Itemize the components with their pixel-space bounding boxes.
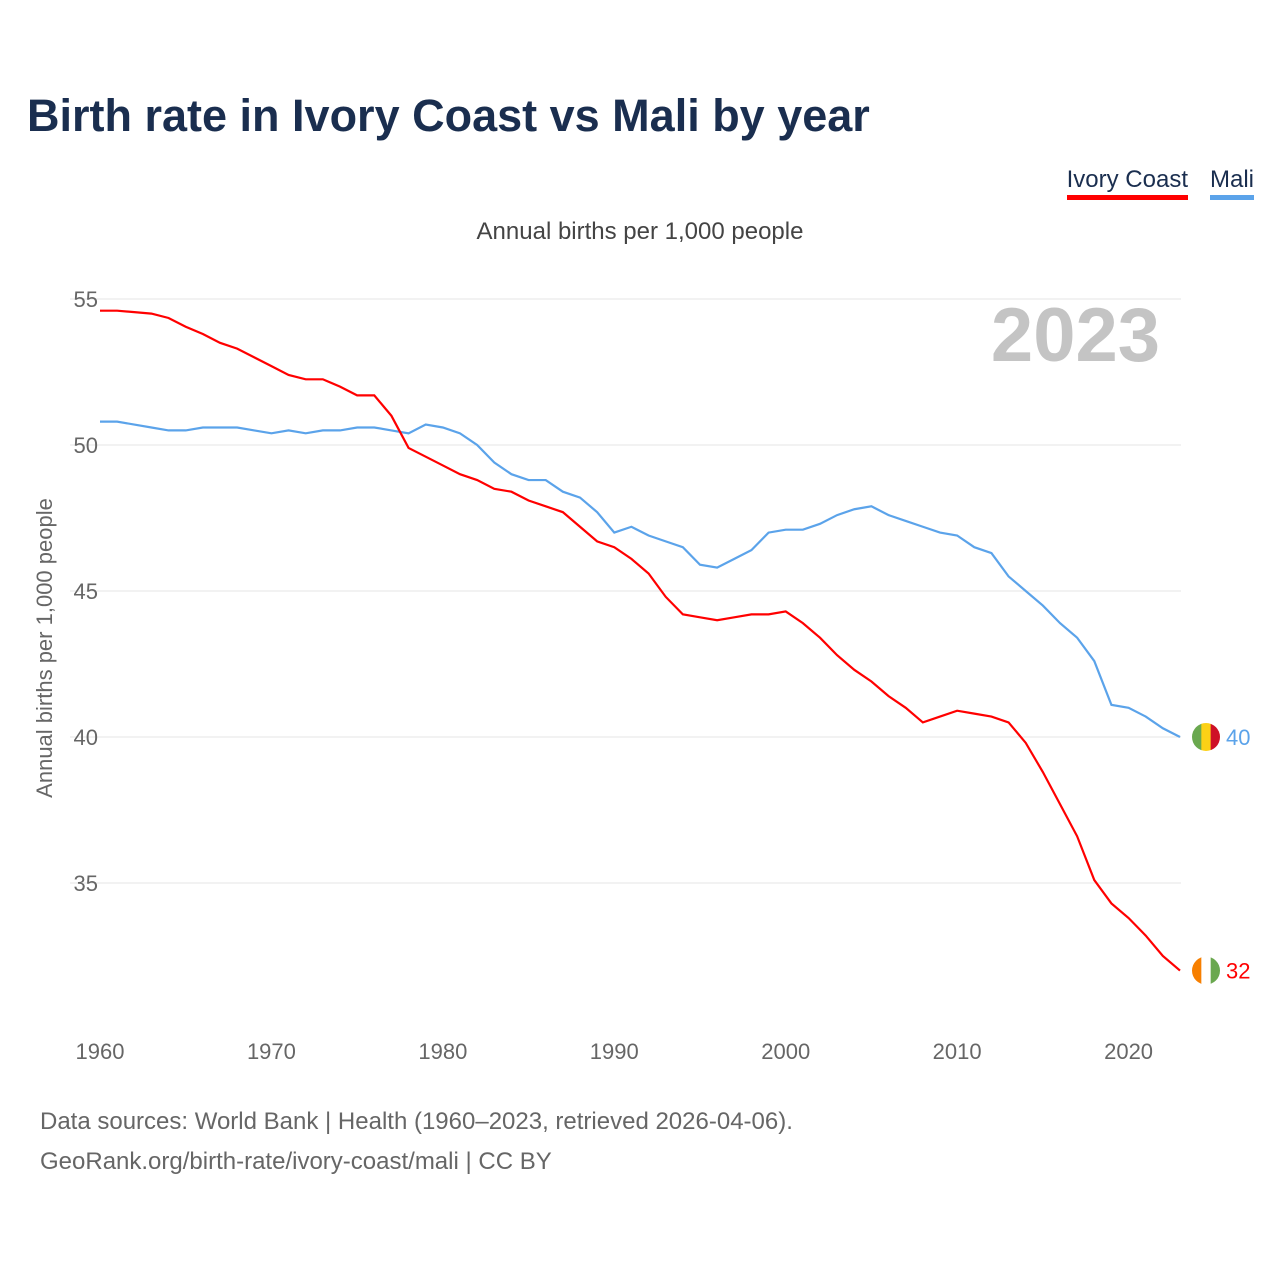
chart-subtitle: Annual births per 1,000 people	[476, 218, 804, 245]
legend-mali[interactable]: Mali	[1209, 166, 1254, 200]
x-tick-label: 1980	[418, 1039, 467, 1064]
y-tick-label: 45	[74, 579, 98, 604]
x-tick-label: 1970	[247, 1039, 296, 1064]
series-line-ivory-coast	[100, 309, 1181, 972]
y-tick-label: 35	[74, 871, 98, 896]
legend-ivory-coast[interactable]: Ivory Coast	[1066, 166, 1188, 200]
y-tick-label: 40	[74, 725, 98, 750]
footer-url: GeoRank.org/birth-rate/ivory-coast/mali …	[40, 1148, 552, 1175]
flag-icon	[1192, 723, 1220, 751]
y-tick-label: 55	[74, 287, 98, 312]
year-watermark: 2023	[991, 293, 1160, 378]
x-tick-label: 2020	[1104, 1039, 1153, 1064]
y-axis-label: Annual births per 1,000 people	[32, 498, 57, 798]
x-tick-label: 2000	[761, 1039, 810, 1064]
end-value-label: 40	[1226, 725, 1250, 750]
x-tick-label: 1960	[76, 1039, 125, 1064]
series-line-mali	[100, 420, 1181, 738]
y-tick-label: 50	[74, 433, 98, 458]
x-tick-label: 2010	[933, 1039, 982, 1064]
legend: Ivory Coast Mali	[1066, 166, 1254, 200]
x-tick-label: 1990	[590, 1039, 639, 1064]
chart-title: Birth rate in Ivory Coast vs Mali by yea…	[27, 90, 870, 141]
footer-sources: Data sources: World Bank | Health (1960–…	[40, 1108, 793, 1135]
end-value-label: 32	[1226, 959, 1250, 984]
flag-icon	[1192, 956, 1220, 985]
